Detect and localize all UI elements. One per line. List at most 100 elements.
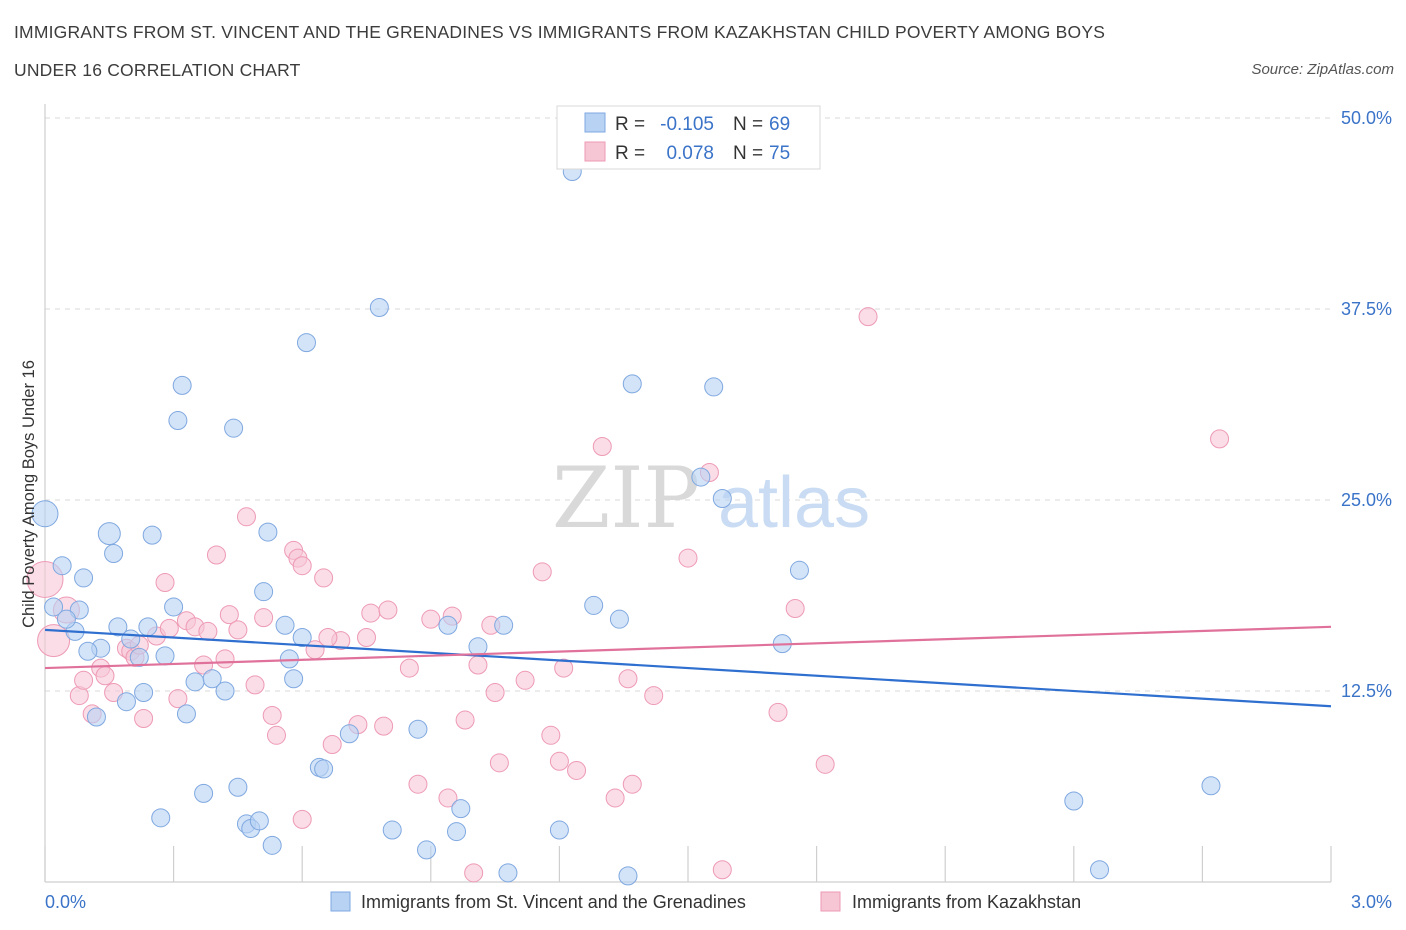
kazakhstan-point-16 — [168, 689, 188, 709]
y-axis-label: Child Poverty Among Boys Under 16 — [20, 360, 38, 628]
bottom-legend-label-pink: Immigrants from Kazakhstan — [852, 892, 1081, 912]
kazakhstan-point-21 — [206, 545, 226, 565]
kazakhstan-point-38 — [357, 628, 376, 648]
st-vincent-point-43 — [369, 297, 389, 317]
st-vincent-point-44 — [382, 820, 402, 840]
kazakhstan-point-15 — [159, 618, 179, 638]
legend-r-value-1: -0.105 — [660, 114, 714, 135]
st-vincent-point-52 — [498, 863, 518, 883]
kazakhstan-point-49 — [468, 655, 488, 675]
kazakhstan-point-64 — [678, 548, 698, 568]
st-vincent-point-48 — [447, 822, 467, 842]
st-vincent-point-2 — [52, 556, 72, 576]
st-vincent-point-60 — [704, 377, 724, 397]
kazakhstan-point-72 — [292, 809, 312, 829]
kazakhstan-point-63 — [644, 686, 664, 706]
st-vincent-point-19 — [164, 597, 184, 617]
st-vincent-point-66 — [1201, 776, 1221, 796]
st-vincent-point-56 — [609, 609, 629, 629]
st-vincent-point-17 — [151, 808, 171, 828]
kazakhstan-point-25 — [236, 507, 256, 527]
st-vincent-point-65 — [1090, 860, 1110, 880]
kazakhstan-point-54 — [532, 562, 552, 582]
legend-swatch-blue — [584, 112, 606, 133]
kazakhstan-point-29 — [266, 725, 286, 745]
st-vincent-point-49 — [451, 799, 471, 819]
st-vincent-point-28 — [228, 777, 248, 797]
st-vincent-point-33 — [258, 522, 278, 542]
kazakhstan-point-61 — [618, 669, 638, 689]
st-vincent-point-9 — [104, 543, 124, 563]
legend-swatch-pink — [584, 141, 606, 162]
st-vincent-point-16 — [142, 525, 162, 545]
kazakhstan-point-45 — [438, 788, 458, 808]
kazakhstan-point-4 — [74, 670, 94, 690]
st-vincent-point-23 — [185, 672, 205, 692]
kazakhstan-point-23 — [219, 605, 239, 625]
kazakhstan-point-8 — [104, 683, 124, 703]
kazakhstan-point-19 — [194, 655, 214, 675]
st-vincent-point-53 — [549, 820, 569, 840]
kazakhstan-point-42 — [399, 658, 419, 678]
kazakhstan-trend-line — [44, 625, 1332, 670]
st-vincent-point-58 — [622, 374, 642, 394]
st-vincent-point-31 — [249, 811, 269, 831]
y-tick-label-1: 25.0% — [1341, 490, 1392, 510]
st-vincent-point-5 — [74, 568, 94, 588]
st-vincent-point-46 — [417, 840, 437, 860]
st-vincent-point-4 — [69, 600, 89, 620]
st-vincent-point-42 — [339, 724, 359, 744]
legend-r-label-1: R = — [615, 114, 645, 135]
x-tick-label-1: 3.0% — [1351, 892, 1392, 912]
kazakhstan-point-74 — [318, 628, 338, 648]
st-vincent-point-14 — [134, 683, 154, 703]
kazakhstan-point-68 — [785, 598, 805, 618]
st-vincent-point-37 — [284, 669, 304, 689]
st-vincent-point-13 — [129, 647, 149, 667]
st-vincent-point-64 — [1064, 791, 1084, 811]
y-tick-label-2: 37.5% — [1341, 299, 1392, 319]
bottom-legend-swatch-blue — [330, 891, 351, 912]
chart-title-line2: UNDER 16 CORRELATION CHART — [14, 60, 301, 80]
st-vincent-point-18 — [155, 646, 175, 666]
kazakhstan-point-62 — [622, 774, 642, 794]
kazakhstan-point-52 — [489, 753, 509, 773]
st-vincent-point-21 — [172, 375, 192, 395]
bottom-legend-label-blue: Immigrants from St. Vincent and the Gren… — [361, 892, 746, 912]
st-vincent-point-6 — [86, 707, 106, 727]
kazakhstan-point-26 — [245, 675, 265, 695]
kazakhstan-points — [26, 307, 1230, 883]
st-vincent-point-47 — [438, 615, 458, 635]
st-vincent-point-34 — [262, 835, 282, 855]
legend-box: R = -0.105 N = 69 R = 0.078 N = 75 — [556, 105, 821, 170]
kazakhstan-point-43 — [408, 774, 428, 794]
kazakhstan-point-55 — [541, 725, 561, 745]
source-label: Source: ZipAtlas.com — [1251, 61, 1394, 78]
st-vincent-point-15 — [138, 617, 158, 637]
watermark: ZIP atlas — [552, 449, 870, 547]
st-vincent-point-12 — [121, 629, 141, 649]
st-vincent-point-8 — [97, 522, 121, 546]
kazakhstan-point-71 — [1210, 429, 1230, 449]
kazakhstan-point-60 — [605, 788, 625, 808]
bottom-legend-swatch-pink — [820, 891, 841, 912]
kazakhstan-point-41 — [378, 600, 398, 620]
kazakhstan-point-56 — [549, 751, 569, 771]
st-vincent-point-51 — [494, 615, 514, 635]
legend-r-value-2: 0.078 — [666, 143, 714, 164]
st-vincent-point-10 — [108, 617, 128, 637]
gridlines — [45, 117, 1331, 692]
watermark-zip: ZIP — [552, 449, 700, 547]
kazakhstan-point-1 — [37, 624, 71, 658]
st-vincent-point-41 — [314, 759, 334, 779]
kazakhstan-point-59 — [592, 437, 612, 457]
kazakhstan-point-69 — [815, 754, 835, 774]
st-vincent-point-68 — [78, 641, 98, 661]
kazakhstan-point-51 — [485, 683, 505, 703]
st-vincent-point-57 — [618, 866, 638, 886]
kazakhstan-point-53 — [515, 670, 535, 690]
st-vincent-point-67 — [56, 609, 76, 629]
st-vincent-point-63 — [789, 560, 809, 580]
kazakhstan-point-32 — [292, 556, 312, 576]
st-vincent-point-26 — [215, 681, 235, 701]
